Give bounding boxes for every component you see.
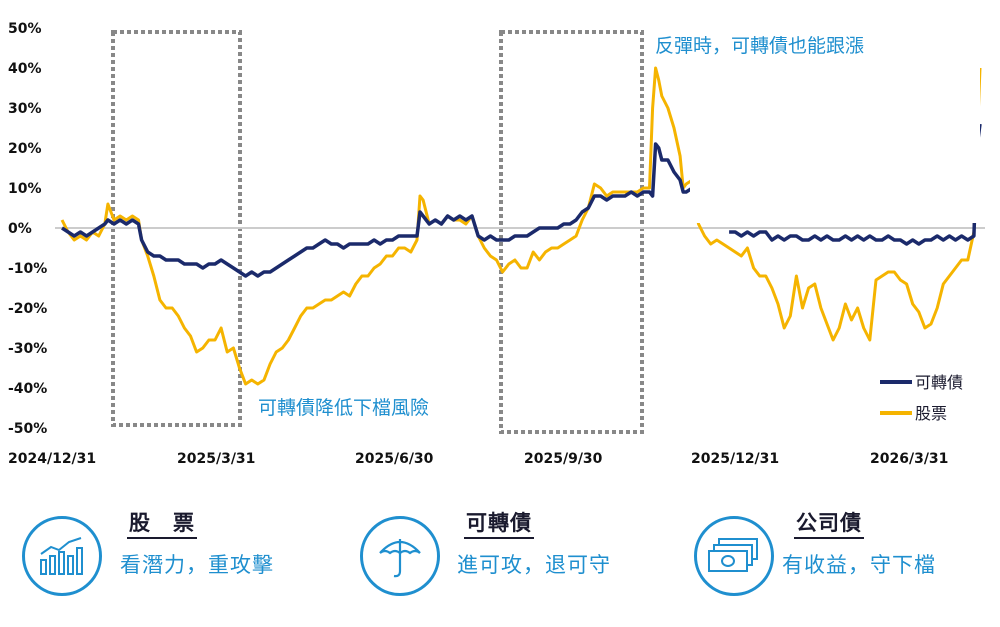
annotation-downside: 可轉債降低下檔風險	[258, 397, 429, 419]
highlight-box	[499, 30, 644, 434]
x-tick-label: 2025/12/31	[691, 451, 779, 467]
y-tick-label: 30%	[8, 101, 42, 117]
umbrella-icon	[360, 516, 440, 596]
series-line-convertible	[61, 142, 699, 278]
card-corporate-bond: 公司債 有收益，守下檔	[694, 510, 994, 610]
series-line-convertible	[729, 123, 982, 246]
y-tick-label: 10%	[8, 181, 42, 197]
card-stock-subtitle: 看潛力，重攻擊	[120, 553, 274, 577]
y-tick-label: 0%	[8, 221, 32, 237]
card-stock-title: 股 票	[127, 510, 197, 539]
card-convertible-title: 可轉債	[464, 510, 534, 539]
y-tick-label: -20%	[8, 301, 47, 317]
x-tick-label: 2026/3/31	[870, 451, 948, 467]
annotation-rebound: 反彈時，可轉債也能跟漲	[655, 35, 864, 57]
y-tick-label: -30%	[8, 341, 47, 357]
y-tick-label: -10%	[8, 261, 47, 277]
legend-label-stock: 股票	[915, 404, 947, 423]
y-tick-label: -50%	[8, 421, 47, 437]
y-tick-label: 50%	[8, 21, 42, 37]
series-lines	[60, 66, 982, 386]
card-convertible-subtitle: 進可攻，退可守	[457, 553, 611, 577]
x-tick-label: 2025/9/30	[524, 451, 603, 467]
highlight-boxes	[111, 30, 644, 434]
card-stock: 股 票 看潛力，重攻擊	[22, 510, 322, 610]
legend-label-cb: 可轉債	[915, 373, 963, 392]
chart-canvas: 50% 40% 30% 20% 10% 0% -10% -20% -30% -40% -50% 20…	[8, 21, 985, 467]
x-tick-label: 2024/12/31	[8, 451, 96, 467]
series-line-stock	[60, 66, 982, 386]
y-tick-label: 40%	[8, 61, 42, 77]
x-tick-label: 2025/3/31	[177, 451, 255, 467]
bar-chart-icon	[22, 516, 102, 596]
card-convertible: 可轉債 進可攻，退可守	[360, 510, 660, 610]
gap-mask	[690, 40, 980, 223]
legend: 可轉債 股票	[880, 373, 963, 423]
card-corporate-bond-subtitle: 有收益，守下檔	[782, 553, 936, 577]
x-axis: 2024/12/31 2025/3/31 2025/6/30 2025/9/30 202…	[8, 451, 948, 467]
cash-icon	[694, 516, 774, 596]
card-corporate-bond-title: 公司債	[794, 510, 864, 539]
y-tick-label: -40%	[8, 381, 47, 397]
x-tick-label: 2025/6/30	[355, 451, 434, 467]
y-axis: 50% 40% 30% 20% 10% 0% -10% -20% -30% -40% -50%	[8, 21, 47, 437]
y-tick-label: 20%	[8, 141, 42, 157]
